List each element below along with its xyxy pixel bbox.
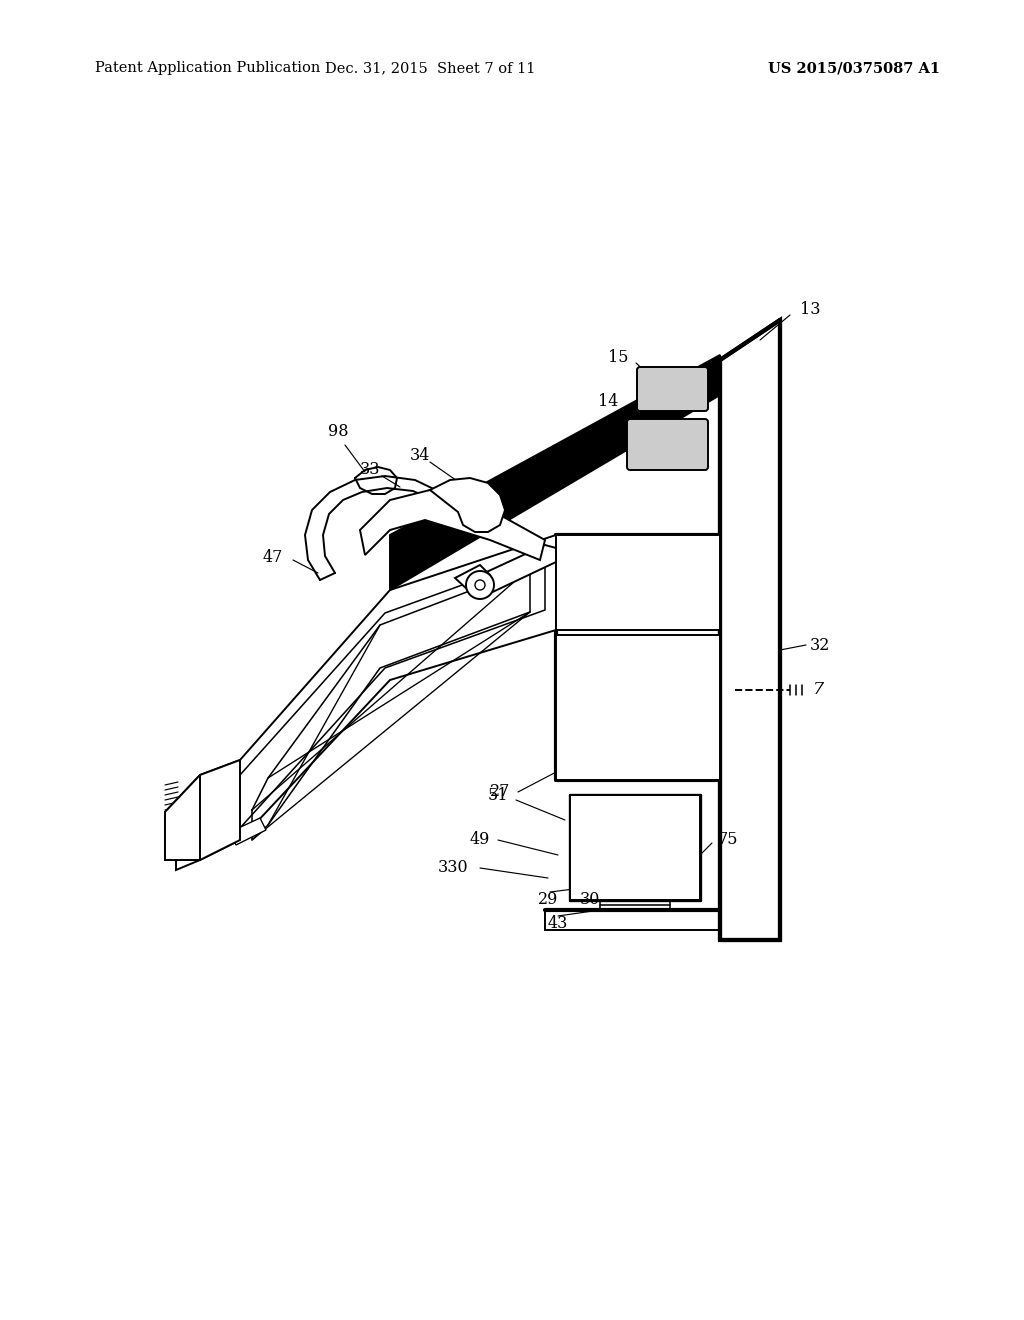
Text: 32: 32 [810, 636, 830, 653]
Polygon shape [570, 795, 700, 900]
Text: 49: 49 [470, 832, 490, 849]
Text: 51: 51 [487, 787, 508, 804]
FancyBboxPatch shape [627, 418, 708, 470]
Polygon shape [480, 545, 556, 598]
Text: 15: 15 [607, 350, 628, 367]
Circle shape [475, 579, 485, 590]
Polygon shape [556, 635, 720, 780]
Text: US 2015/0375087 A1: US 2015/0375087 A1 [768, 61, 940, 75]
Polygon shape [720, 319, 780, 940]
Text: 33: 33 [359, 462, 380, 479]
Text: 75: 75 [718, 832, 738, 849]
Polygon shape [390, 355, 720, 590]
Text: 27: 27 [489, 784, 510, 800]
Polygon shape [430, 478, 505, 532]
Text: 29: 29 [538, 891, 558, 908]
FancyBboxPatch shape [637, 367, 708, 411]
Text: 34: 34 [410, 446, 430, 463]
Polygon shape [165, 775, 200, 861]
Text: 13: 13 [800, 301, 820, 318]
Text: 43: 43 [548, 916, 568, 932]
Polygon shape [556, 535, 720, 630]
Text: 7: 7 [812, 681, 823, 698]
Text: 330: 330 [437, 859, 468, 876]
Text: 30: 30 [580, 891, 600, 908]
Text: Dec. 31, 2015  Sheet 7 of 11: Dec. 31, 2015 Sheet 7 of 11 [325, 61, 536, 75]
Polygon shape [360, 490, 545, 560]
Text: 14: 14 [598, 393, 618, 411]
Text: Patent Application Publication: Patent Application Publication [95, 61, 321, 75]
Polygon shape [455, 565, 490, 590]
Circle shape [466, 572, 494, 599]
Text: 47: 47 [262, 549, 283, 565]
Polygon shape [176, 535, 556, 870]
Text: 98: 98 [328, 424, 348, 441]
Polygon shape [165, 760, 240, 861]
Polygon shape [230, 818, 266, 845]
Polygon shape [172, 810, 193, 845]
